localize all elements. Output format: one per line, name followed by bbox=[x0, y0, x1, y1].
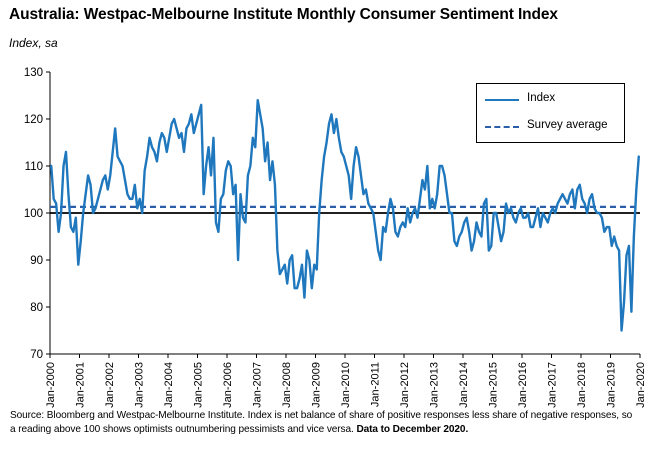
legend-swatch-average bbox=[485, 126, 519, 128]
legend-item-index: Index bbox=[477, 92, 624, 106]
series-line-index bbox=[50, 99, 640, 332]
x-tick-label: Jan-2000 bbox=[45, 362, 57, 408]
x-tick-label: Jan-2015 bbox=[488, 362, 500, 408]
y-tick-label: 70 bbox=[30, 349, 43, 361]
x-tick-label: Jan-2009 bbox=[311, 362, 323, 408]
x-tick-label: Jan-2019 bbox=[606, 362, 618, 408]
legend-item-average: Survey average bbox=[477, 119, 624, 133]
legend-swatch-index bbox=[485, 99, 519, 101]
source-text: Source: Bloomberg and Westpac-Melbourne … bbox=[10, 410, 633, 435]
x-tick-label: Jan-2011 bbox=[370, 362, 382, 407]
x-tick-label: Jan-2010 bbox=[340, 362, 352, 408]
x-tick-label: Jan-2001 bbox=[75, 362, 87, 408]
x-tick-label: Jan-2003 bbox=[134, 362, 146, 408]
legend: Index Survey average bbox=[476, 83, 625, 143]
x-tick-label: Jan-2005 bbox=[193, 362, 205, 408]
x-tick-label: Jan-2018 bbox=[576, 362, 588, 408]
x-tick-label: Jan-2017 bbox=[547, 362, 559, 408]
y-tick-label: 80 bbox=[30, 302, 43, 314]
axes: 70 80 90 100 110 120 130 Jan-2000 Jan-2001 Jan-20… bbox=[24, 67, 647, 408]
source-data-note: Data to December 2020. bbox=[356, 424, 469, 435]
plot-area bbox=[50, 99, 640, 332]
legend-label-index: Index bbox=[527, 92, 556, 104]
y-tick-label: 100 bbox=[24, 208, 43, 220]
y-tick-label: 130 bbox=[24, 67, 43, 79]
chart-subtitle: Index, sa bbox=[9, 36, 58, 50]
x-tick-label: Jan-2002 bbox=[104, 362, 116, 408]
y-tick-label: 90 bbox=[30, 255, 43, 267]
y-tick-label: 120 bbox=[24, 114, 43, 126]
chart-title: Australia: Westpac-Melbourne Institute M… bbox=[9, 6, 558, 23]
x-tick-label: Jan-2014 bbox=[458, 362, 470, 408]
x-tick-label: Jan-2016 bbox=[517, 362, 529, 408]
source-note: Source: Bloomberg and Westpac-Melbourne … bbox=[10, 409, 640, 437]
x-tick-label: Jan-2007 bbox=[252, 362, 264, 408]
x-tick-label: Jan-2006 bbox=[222, 362, 234, 408]
legend-label-average: Survey average bbox=[527, 119, 608, 131]
x-tick-label: Jan-2012 bbox=[399, 362, 411, 408]
x-tick-label: Jan-2020 bbox=[635, 362, 647, 408]
y-tick-label: 110 bbox=[25, 161, 43, 173]
x-tick-label: Jan-2004 bbox=[163, 362, 175, 408]
x-tick-label: Jan-2013 bbox=[429, 362, 441, 408]
x-tick-label: Jan-2008 bbox=[281, 362, 293, 408]
